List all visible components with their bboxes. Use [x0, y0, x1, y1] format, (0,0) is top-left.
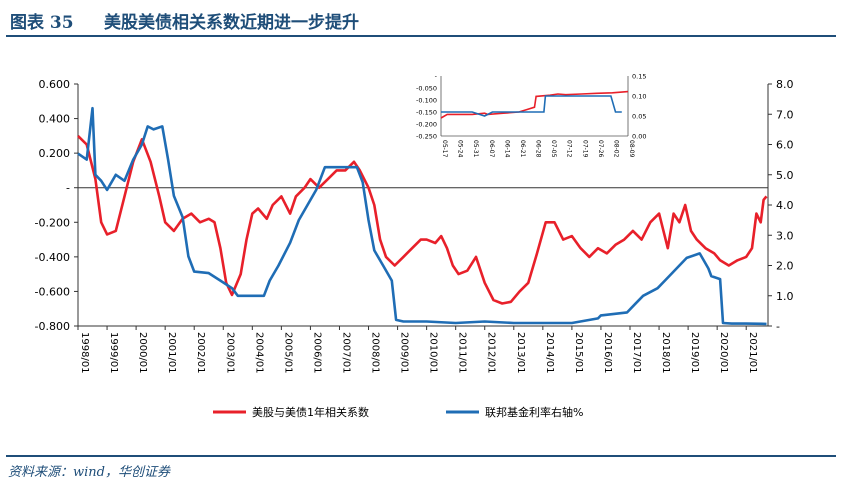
legend-label-fed-rate: 联邦基金利率右轴%: [485, 405, 583, 419]
inset-left-y-tick-label: -0.250: [416, 133, 437, 141]
x-tick-label: 2007/01: [340, 332, 351, 374]
x-tick-label: 2008/01: [370, 332, 381, 374]
inset-x-tick-label: 08-02: [612, 140, 619, 158]
inset-right-y-tick-label: 0.05: [632, 113, 646, 121]
inset-x-tick-label: 08-09: [628, 140, 635, 158]
left-y-tick-label: -0.400: [35, 251, 70, 264]
right-y-tick-label: -: [776, 320, 780, 333]
inset-x-tick-label: 05-31: [472, 140, 479, 158]
inset-x-tick-label: 07-26: [597, 140, 604, 158]
left-y-tick-label: -0.200: [35, 216, 70, 229]
left-y-tick-label: -0.600: [35, 285, 70, 298]
inset-x-tick-label: 07-12: [566, 140, 573, 158]
left-y-tick-label: -0.800: [35, 320, 70, 333]
x-tick-label: 2003/01: [224, 332, 235, 374]
left-y-tick-label: 0.400: [39, 113, 71, 126]
fed-rate-series-line: [77, 106, 767, 326]
inset-left-y-tick-label: -0.100: [416, 97, 437, 105]
inset-left-y-tick-label: -0.150: [416, 109, 437, 117]
inset-right-y-tick-label: 0.00: [632, 133, 646, 141]
source-note: 资料来源：wind，华创证券: [8, 465, 170, 480]
source-rule: [6, 455, 836, 457]
x-tick-label: 2006/01: [311, 332, 322, 374]
inset-x-tick-label: 07-19: [581, 140, 588, 158]
x-tick-label: 2009/01: [399, 332, 410, 374]
inset-left-y-tick-label: -0.200: [416, 121, 437, 129]
x-tick-label: 2013/01: [515, 332, 526, 374]
inset-x-tick-label: 06-21: [519, 140, 526, 158]
inset-right-y-tick-label: 0.15: [632, 73, 646, 81]
inset-x-tick-label: 06-14: [503, 140, 510, 158]
inset-x-tick-label: 05-17: [441, 140, 448, 158]
x-tick-label: 2017/01: [631, 332, 642, 374]
x-tick-label: 2000/01: [137, 332, 148, 374]
inset-x-tick-label: 06-28: [535, 140, 542, 158]
inset-x-tick-label: 05-24: [457, 140, 464, 158]
left-y-tick-label: -: [66, 182, 70, 195]
x-tick-label: 2020/01: [718, 332, 729, 374]
x-tick-label: 2002/01: [195, 332, 206, 374]
x-tick-label: 2011/01: [457, 332, 468, 374]
inset-right-y-tick-label: 0.10: [632, 93, 646, 101]
x-tick-label: 1999/01: [108, 332, 119, 374]
x-tick-label: 2004/01: [253, 332, 264, 374]
inset-left-y-tick-label: -0.050: [416, 85, 437, 93]
right-y-tick-label: 7.0: [776, 108, 794, 121]
inset-x-tick-label: 06-07: [488, 140, 495, 158]
inset-x-tick-label: 07-05: [550, 140, 557, 158]
legend-label-correlation: 美股与美债1年相关系数: [252, 405, 369, 419]
left-y-tick-label: 0.600: [39, 78, 71, 91]
title-rule: [6, 35, 836, 37]
right-y-tick-label: 6.0: [776, 139, 794, 152]
main-chart: -0.800-0.600-0.400-0.200-0.2000.4000.600…: [35, 73, 794, 420]
x-tick-label: 2018/01: [660, 332, 671, 374]
right-y-tick-label: 8.0: [776, 78, 794, 91]
right-y-tick-label: 2.0: [776, 260, 794, 273]
x-tick-label: 2010/01: [428, 332, 439, 374]
x-tick-label: 2021/01: [747, 332, 758, 374]
inset-fed-rate-series-line: [441, 95, 622, 117]
right-y-tick-label: 4.0: [776, 199, 794, 212]
x-tick-label: 2012/01: [486, 332, 497, 374]
right-y-tick-label: 3.0: [776, 229, 794, 242]
x-tick-label: 1998/01: [79, 332, 90, 374]
x-tick-label: 2019/01: [689, 332, 700, 374]
x-tick-label: 2001/01: [166, 332, 177, 374]
right-y-tick-label: 5.0: [776, 169, 794, 182]
right-y-tick-label: 1.0: [776, 290, 794, 303]
figure-header: 图表 35 美股美债相关系数近期进一步提升: [6, 6, 836, 34]
x-tick-label: 2015/01: [573, 332, 584, 374]
x-tick-label: 2016/01: [602, 332, 613, 374]
inset-correlation-series-line: [440, 90, 629, 119]
figure-title: 美股美债相关系数近期进一步提升: [104, 13, 359, 33]
inset-left-y-tick-label: -: [435, 73, 438, 81]
correlation-series-line: [77, 134, 768, 305]
figure-number: 图表 35: [10, 13, 74, 33]
left-y-tick-label: 0.200: [39, 147, 71, 160]
x-tick-label: 2005/01: [282, 332, 293, 374]
x-tick-label: 2014/01: [544, 332, 555, 374]
